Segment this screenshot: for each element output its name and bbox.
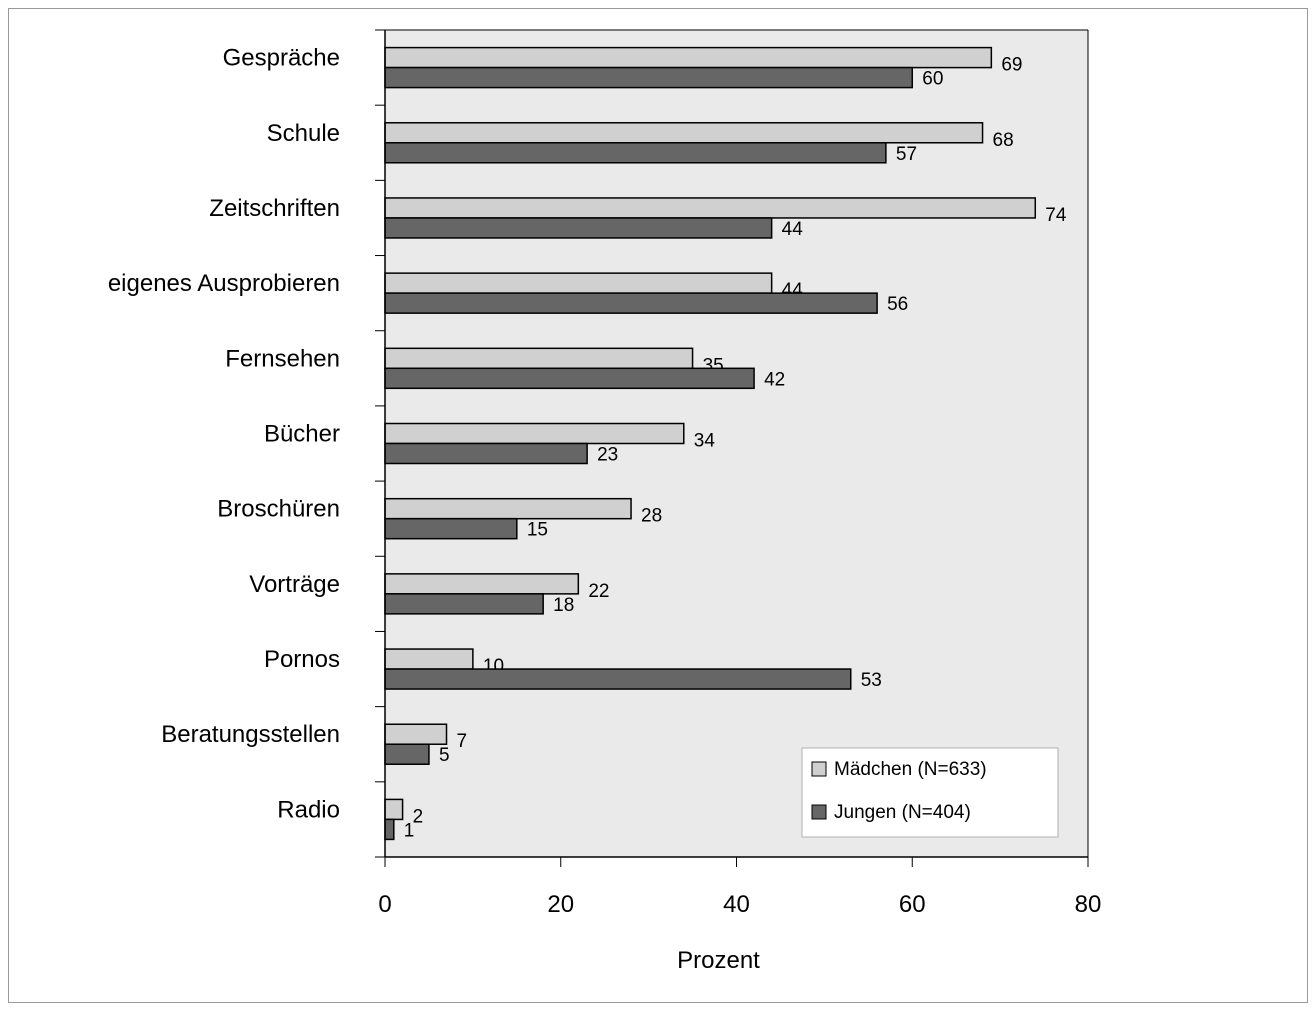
category-label-0: Gespräche — [223, 45, 340, 72]
bar-jungen-5 — [384, 442, 588, 465]
category-label-2: Zeitschriften — [209, 195, 340, 222]
bar-maedchen-8 — [384, 648, 474, 670]
value-label-maedchen-9: 7 — [457, 731, 468, 752]
value-label-maedchen-0: 69 — [1001, 55, 1022, 76]
value-label-maedchen-5: 34 — [694, 431, 716, 452]
value-label-jungen-8: 53 — [861, 670, 882, 691]
value-label-jungen-3: 56 — [887, 294, 908, 315]
x-tick-label-3: 60 — [899, 891, 926, 918]
value-label-jungen-2: 44 — [782, 219, 804, 240]
value-label-maedchen-2: 74 — [1045, 205, 1067, 226]
bar-maedchen-6 — [384, 497, 632, 520]
bar-jungen-2 — [384, 217, 773, 239]
value-label-maedchen-6: 28 — [641, 506, 662, 527]
legend-label-maedchen: Mädchen (N=633) — [834, 759, 987, 780]
legend-swatch-maedchen — [811, 761, 827, 777]
bar-jungen-6 — [384, 517, 518, 540]
category-label-5: Bücher — [264, 421, 340, 448]
bar-maedchen-0 — [384, 46, 993, 69]
value-label-maedchen-10: 2 — [413, 806, 424, 827]
x-axis-title: Prozent — [677, 947, 760, 974]
bar-maedchen-7 — [384, 573, 580, 595]
category-label-1: Schule — [267, 120, 340, 147]
category-label-8: Pornos — [264, 646, 340, 673]
value-label-jungen-4: 42 — [764, 369, 785, 390]
bar-jungen-8 — [384, 668, 852, 690]
value-label-jungen-10: 1 — [404, 820, 415, 841]
axes-group — [375, 29, 1089, 867]
legend-label-jungen: Jungen (N=404) — [834, 802, 971, 823]
category-label-4: Fernsehen — [225, 345, 340, 372]
bar-maedchen-4 — [384, 347, 694, 370]
bar-jungen-0 — [384, 66, 913, 89]
x-tick-label-1: 20 — [547, 891, 574, 918]
x-tick-label-4: 80 — [1075, 891, 1102, 918]
bar-jungen-9 — [384, 743, 430, 765]
category-label-6: Broschüren — [217, 496, 340, 523]
bar-maedchen-3 — [384, 272, 773, 294]
bar-maedchen-5 — [384, 422, 685, 445]
bar-maedchen-9 — [384, 723, 448, 745]
value-label-maedchen-1: 68 — [993, 130, 1014, 151]
value-label-jungen-6: 15 — [527, 520, 548, 541]
category-label-3: eigenes Ausprobieren — [108, 270, 340, 297]
x-tick-labels: 0 20 40 60 80 — [378, 891, 1101, 918]
value-label-jungen-9: 5 — [439, 745, 450, 766]
value-label-maedchen-7: 22 — [588, 581, 609, 602]
category-label-9: Beratungsstellen — [161, 721, 340, 748]
value-label-jungen-5: 23 — [597, 445, 618, 466]
bar-jungen-7 — [384, 593, 544, 615]
legend: Mädchen (N=633) Jungen (N=404) — [801, 747, 1059, 838]
value-label-jungen-0: 60 — [922, 69, 943, 90]
legend-box — [801, 747, 1059, 838]
value-label-jungen-7: 18 — [553, 595, 574, 616]
x-tick-label-2: 40 — [723, 891, 750, 918]
value-label-jungen-1: 57 — [896, 144, 917, 165]
bar-maedchen-1 — [384, 122, 984, 144]
bar-jungen-4 — [384, 367, 755, 390]
bar-jungen-10 — [384, 818, 395, 841]
bar-jungen-1 — [384, 142, 887, 164]
bar-maedchen-2 — [384, 197, 1037, 219]
bar-jungen-3 — [384, 292, 878, 314]
bar-maedchen-10 — [384, 798, 404, 821]
category-label-10: Radio — [277, 796, 340, 823]
x-tick-label-0: 0 — [378, 891, 391, 918]
category-label-7: Vorträge — [249, 571, 340, 598]
legend-swatch-jungen — [811, 804, 827, 820]
category-labels: Gespräche Schule Zeitschriften eigenes Ausp… — [108, 45, 340, 824]
